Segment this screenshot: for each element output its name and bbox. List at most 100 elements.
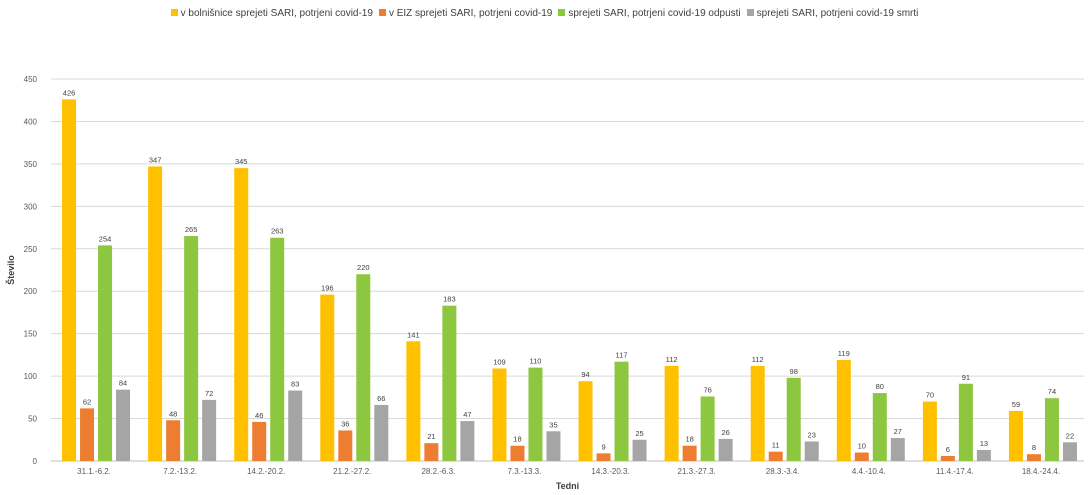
data-label: 119: [838, 349, 850, 358]
bar: [836, 359, 851, 461]
data-label: 220: [357, 263, 370, 272]
data-label: 46: [255, 411, 263, 420]
bar: [320, 294, 335, 461]
y-tick-label: 350: [24, 160, 38, 169]
legend-label: v EIZ sprejeti SARI, potrjeni covid-19: [388, 8, 553, 19]
y-axis: 0 50 100 150 200 250 300 350 400 450: [24, 75, 38, 466]
data-label: 66: [377, 394, 385, 403]
data-label: 18: [685, 435, 693, 444]
bar: [682, 445, 697, 461]
y-tick-label: 200: [24, 287, 38, 296]
bar: [976, 449, 991, 461]
bar: [578, 381, 593, 461]
data-label: 70: [926, 391, 934, 400]
bar: [356, 274, 371, 461]
bar: [854, 452, 869, 461]
y-tick-label: 50: [28, 415, 37, 424]
bar: [80, 408, 95, 461]
data-label: 10: [858, 442, 866, 451]
data-label: 21: [427, 432, 435, 441]
x-tick-label: 4.4.-10.4.: [852, 467, 886, 476]
y-tick-label: 0: [33, 457, 38, 466]
bar: [288, 390, 303, 461]
bar: [62, 99, 77, 461]
y-tick-label: 300: [24, 202, 38, 211]
data-label: 347: [149, 155, 162, 164]
data-label: 84: [119, 379, 127, 388]
bar: [718, 438, 733, 461]
data-label: 6: [946, 445, 950, 454]
bar: [1026, 454, 1041, 461]
data-label: 345: [235, 157, 248, 166]
bar: [202, 399, 217, 461]
bar: [872, 393, 887, 461]
legend-item: sprejeti SARI, potrjeni covid-19 smrti: [746, 8, 919, 19]
bar: [922, 401, 937, 461]
data-label: 48: [169, 409, 177, 418]
y-axis-label: Število: [5, 255, 16, 285]
bar: [786, 377, 801, 461]
bar: [148, 166, 163, 462]
bar: [546, 431, 561, 461]
data-label: 13: [980, 439, 988, 448]
data-label: 98: [790, 367, 798, 376]
x-axis: 31.1.-6.2. 7.2.-13.2. 14.2.-20.2. 21.2.-27.…: [77, 467, 1060, 476]
data-label: 35: [549, 420, 557, 429]
bar: [632, 439, 647, 461]
data-label: 80: [876, 382, 884, 391]
x-tick-label: 7.3.-13.3.: [508, 467, 542, 476]
bar: [460, 421, 475, 461]
data-label: 426: [63, 88, 76, 97]
bar: [270, 237, 285, 461]
data-label: 263: [271, 227, 284, 236]
data-label: 117: [616, 351, 628, 360]
bar: [940, 455, 955, 461]
data-label: 47: [463, 410, 471, 419]
bar: [1008, 410, 1023, 461]
bar: [1062, 442, 1077, 461]
data-label: 265: [185, 225, 198, 234]
bar: [374, 404, 389, 461]
data-label: 72: [205, 389, 213, 398]
bar: [234, 168, 249, 461]
bar: [252, 421, 267, 461]
x-tick-label: 18.4.-24.4.: [1022, 467, 1060, 476]
x-tick-label: 11.4.-17.4.: [936, 467, 974, 476]
data-label: 110: [529, 357, 541, 366]
x-tick-label: 28.2.-6.3.: [421, 467, 455, 476]
legend-label: sprejeti SARI, potrjeni covid-19 odpusti: [568, 8, 741, 19]
legend-swatch: [378, 9, 386, 16]
legend-item: sprejeti SARI, potrjeni covid-19 odpusti: [558, 8, 741, 19]
data-label: 22: [1066, 431, 1074, 440]
x-tick-label: 28.3.-3.4.: [766, 467, 800, 476]
legend-item: v bolnišnice sprejeti SARI, potrjeni cov…: [170, 8, 373, 19]
chart-legend: v bolnišnice sprejeti SARI, potrjeni cov…: [0, 8, 1089, 19]
data-label: 112: [666, 355, 678, 364]
bar: [510, 445, 525, 461]
gridlines: [51, 78, 1084, 462]
x-tick-label: 7.2.-13.2.: [163, 467, 197, 476]
bar: [596, 453, 611, 461]
x-tick-label: 14.3.-20.3.: [591, 467, 629, 476]
bar: [442, 305, 457, 461]
legend-label: sprejeti SARI, potrjeni covid-19 smrti: [756, 8, 919, 19]
data-label: 183: [443, 295, 456, 304]
data-label: 196: [321, 284, 334, 293]
bar: [492, 368, 507, 461]
legend-swatch: [558, 9, 566, 16]
legend-swatch: [746, 9, 754, 16]
x-tick-label: 14.2.-20.2.: [247, 467, 285, 476]
data-label: 23: [808, 430, 816, 439]
bar: [614, 361, 629, 461]
data-label: 8: [1032, 443, 1036, 452]
x-tick-label: 21.3.-27.3.: [678, 467, 716, 476]
bar: [116, 389, 131, 461]
data-label: 83: [291, 380, 299, 389]
data-label: 74: [1048, 387, 1056, 396]
bar: [528, 367, 543, 461]
bar: [424, 443, 439, 461]
x-tick-label: 21.2.-27.2.: [333, 467, 371, 476]
y-tick-label: 250: [24, 245, 38, 254]
bars: 4266225484347482657234546263831963622066…: [62, 88, 1077, 462]
x-axis-label: Tedni: [556, 481, 579, 491]
